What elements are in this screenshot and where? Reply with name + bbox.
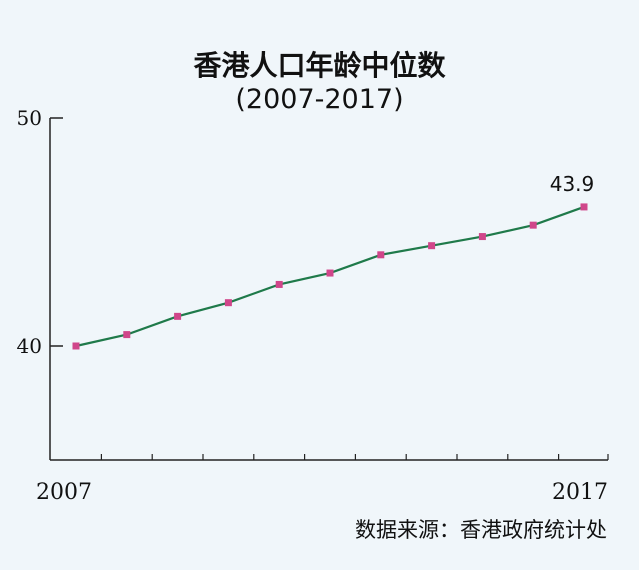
x-tick-label: 2007 bbox=[36, 480, 92, 505]
data-source: 数据来源：香港政府统计处 bbox=[355, 518, 607, 542]
data-point bbox=[224, 299, 232, 307]
data-point bbox=[275, 280, 283, 288]
data-point bbox=[123, 331, 131, 339]
chart-title: 香港人口年龄中位数 bbox=[193, 49, 446, 82]
data-point bbox=[326, 269, 334, 277]
data-point bbox=[174, 312, 182, 320]
data-point bbox=[377, 251, 385, 259]
data-point bbox=[580, 203, 588, 211]
data-point bbox=[478, 233, 486, 241]
y-tick-label: 50 bbox=[17, 106, 42, 130]
data-label: 43.9 bbox=[550, 172, 595, 196]
y-tick-label: 40 bbox=[17, 334, 42, 358]
x-tick-label: 2017 bbox=[552, 480, 608, 505]
data-point bbox=[428, 242, 436, 250]
data-point bbox=[72, 342, 80, 350]
data-point bbox=[529, 221, 537, 229]
chart-subtitle: (2007-2017) bbox=[235, 84, 404, 115]
